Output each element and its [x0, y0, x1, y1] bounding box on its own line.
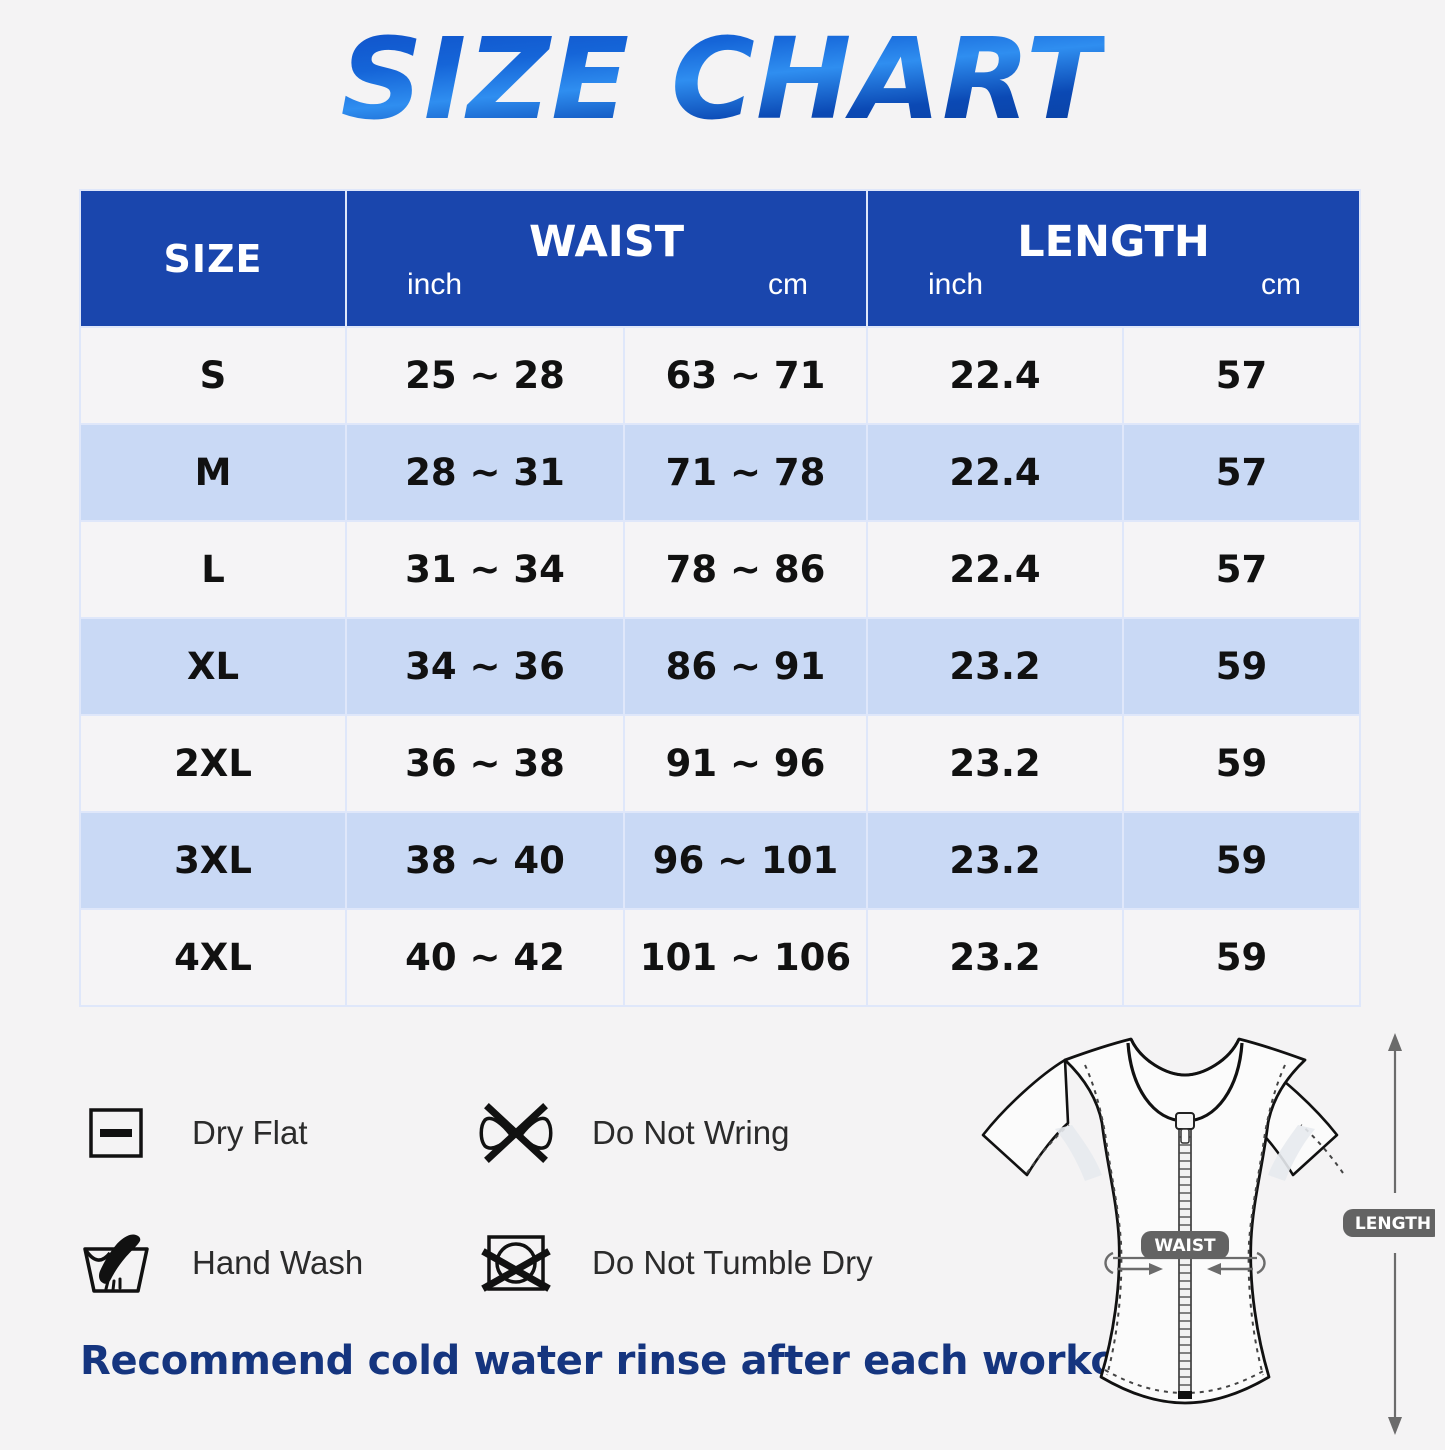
cell-waist-cm: 63 ~ 71	[623, 326, 868, 425]
cell-length-inch: 22.4	[866, 520, 1124, 619]
cell-waist-inch: 40 ~ 42	[345, 908, 625, 1007]
table-body: S 25 ~ 28 63 ~ 71 22.4 57 M 28 ~ 31 71 ~ 78 22.4…	[79, 326, 1361, 1007]
cell-length-inch: 23.2	[866, 811, 1124, 910]
cell-waist-inch: 31 ~ 34	[345, 520, 625, 619]
care-instructions: Dry Flat Do Not Wring	[78, 1068, 958, 1328]
header-length-inch-label: inch	[928, 268, 984, 301]
waist-badge-label: WAIST	[1154, 1236, 1216, 1256]
cell-length-cm: 59	[1122, 908, 1361, 1007]
header-length-cm-label: cm	[1261, 268, 1301, 301]
cell-length-cm: 59	[1122, 811, 1361, 910]
header-waist-cm-label: cm	[768, 268, 808, 301]
cell-waist-inch: 25 ~ 28	[345, 326, 625, 425]
cell-waist-cm: 96 ~ 101	[623, 811, 868, 910]
table-row: M 28 ~ 31 71 ~ 78 22.4 57	[79, 423, 1361, 522]
garment-left-shading	[1055, 1125, 1102, 1181]
cell-length-inch: 23.2	[866, 908, 1124, 1007]
dry-flat-icon	[78, 1095, 154, 1171]
cell-length-inch: 23.2	[866, 714, 1124, 813]
cell-size: 4XL	[79, 908, 347, 1007]
care-row-2: Hand Wash Do Not Tumble Dry	[78, 1198, 958, 1328]
cell-length-inch: 22.4	[866, 326, 1124, 425]
care-label-dry-flat: Dry Flat	[192, 1114, 308, 1151]
care-item-dry-flat: Dry Flat	[78, 1095, 478, 1171]
header-length-label: LENGTH	[1017, 217, 1210, 267]
hand-wash-icon	[78, 1225, 154, 1301]
cell-waist-cm: 71 ~ 78	[623, 423, 868, 522]
cell-size: S	[79, 326, 347, 425]
garment-illustration: WAIST LENGTH	[935, 1025, 1443, 1445]
table-row: 4XL 40 ~ 42 101 ~ 106 23.2 59	[79, 908, 1361, 1007]
cell-waist-cm: 101 ~ 106	[623, 908, 868, 1007]
cell-length-cm: 57	[1122, 326, 1361, 425]
garment-zipper-stop	[1178, 1391, 1192, 1399]
garment-neckline	[1129, 1038, 1241, 1077]
table-row: 3XL 38 ~ 40 96 ~ 101 23.2 59	[79, 811, 1361, 910]
cell-size: M	[79, 423, 347, 522]
care-label-do-not-tumble-dry: Do Not Tumble Dry	[592, 1244, 873, 1281]
garment-right-seam	[1247, 1064, 1286, 1376]
table-row: 2XL 36 ~ 38 91 ~ 96 23.2 59	[79, 714, 1361, 813]
recommendation-text: Recommend cold water rinse after each wo…	[80, 1338, 1180, 1384]
cell-length-inch: 23.2	[866, 617, 1124, 716]
page-title-container: SIZE CHART	[0, 15, 1445, 145]
length-measure-arrow	[1388, 1033, 1402, 1435]
waist-badge: WAIST	[1141, 1231, 1229, 1259]
cell-waist-cm: 91 ~ 96	[623, 714, 868, 813]
care-item-do-not-tumble-dry: Do Not Tumble Dry	[478, 1225, 873, 1301]
cell-size: 2XL	[79, 714, 347, 813]
cell-length-cm: 59	[1122, 617, 1361, 716]
cell-length-inch: 22.4	[866, 423, 1124, 522]
cell-waist-inch: 38 ~ 40	[345, 811, 625, 910]
cell-waist-inch: 34 ~ 36	[345, 617, 625, 716]
cell-size: L	[79, 520, 347, 619]
care-row-1: Dry Flat Do Not Wring	[78, 1068, 958, 1198]
size-chart-table: SIZE WAIST inch cm LENGTH inch cm S 25 ~ …	[79, 189, 1361, 1007]
care-item-do-not-wring: Do Not Wring	[478, 1095, 789, 1171]
header-length-group: LENGTH inch cm	[866, 189, 1361, 328]
garment-zipper-pull	[1175, 1112, 1195, 1130]
garment-left-seam	[1084, 1064, 1123, 1376]
cell-size: XL	[79, 617, 347, 716]
garment-zipper-slider	[1180, 1128, 1190, 1144]
header-waist-inch-label: inch	[407, 268, 463, 301]
table-row: S 25 ~ 28 63 ~ 71 22.4 57	[79, 326, 1361, 425]
header-size-label: SIZE	[163, 236, 263, 281]
header-waist-group: WAIST inch cm	[345, 189, 868, 328]
length-badge: LENGTH	[1343, 1209, 1443, 1237]
cell-waist-cm: 78 ~ 86	[623, 520, 868, 619]
table-header: SIZE WAIST inch cm LENGTH inch cm	[79, 189, 1361, 328]
cell-length-cm: 57	[1122, 520, 1361, 619]
garment-right-shading	[1268, 1125, 1315, 1181]
cell-waist-inch: 28 ~ 31	[345, 423, 625, 522]
cell-length-cm: 57	[1122, 423, 1361, 522]
do-not-wring-icon	[478, 1095, 554, 1171]
garment-zipper-teeth	[1179, 1128, 1191, 1386]
cell-waist-cm: 86 ~ 91	[623, 617, 868, 716]
do-not-tumble-dry-icon	[478, 1225, 554, 1301]
table-row: L 31 ~ 34 78 ~ 86 22.4 57	[79, 520, 1361, 619]
cell-waist-inch: 36 ~ 38	[345, 714, 625, 813]
cell-length-cm: 59	[1122, 714, 1361, 813]
page-title: SIZE CHART	[340, 15, 1105, 145]
care-label-hand-wash: Hand Wash	[192, 1244, 364, 1281]
header-size: SIZE	[79, 189, 347, 328]
table-row: XL 34 ~ 36 86 ~ 91 23.2 59	[79, 617, 1361, 716]
garment-left-sleeve	[981, 1058, 1070, 1177]
care-label-do-not-wring: Do Not Wring	[592, 1114, 790, 1151]
length-badge-label: LENGTH	[1355, 1214, 1431, 1234]
cell-size: 3XL	[79, 811, 347, 910]
header-waist-label: WAIST	[528, 217, 685, 267]
care-item-hand-wash: Hand Wash	[78, 1225, 478, 1301]
